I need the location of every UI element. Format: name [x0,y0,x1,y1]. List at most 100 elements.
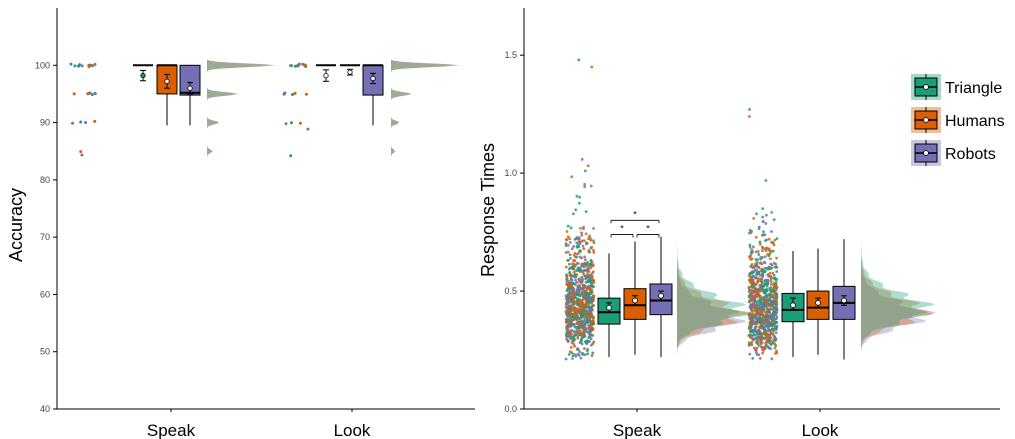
rt-data-point [747,313,751,317]
rt-data-point [765,266,769,270]
rt-data-point [764,304,768,308]
rt-data-point [772,243,776,247]
rt-data-point [591,264,595,268]
rt-data-point [578,268,581,272]
rt-data-point [755,322,759,326]
rt-data-point [769,282,773,286]
rt-mean [658,292,664,299]
rt-data-point [580,286,584,290]
rt-data-point [756,249,760,253]
rt-data-point [755,212,758,216]
rt-data-point [760,277,764,281]
rt-data-point [773,335,777,339]
rt-data-point [573,344,577,348]
category-label-speak-left: Speak [147,421,196,439]
rt-data-point [758,337,762,341]
rt-data-point [566,243,570,247]
rt-data-point [754,289,758,293]
rt-data-point [573,259,577,263]
rt-data-point [574,309,578,313]
rt-data-point [577,201,581,205]
rt-data-point [749,329,753,333]
rt-data-point [588,318,592,321]
rt-data-point [770,241,774,244]
rt-data-point [589,284,593,288]
rt-data-point [758,240,762,244]
accuracy-data-point [293,91,297,95]
rt-data-point [569,304,573,308]
rt-data-point [576,336,580,340]
rt-data-point [565,334,568,338]
rt-data-point [758,284,762,287]
rt-data-point [757,266,761,269]
rt-data-point [583,284,587,288]
rt-data-point [574,307,578,310]
rt-data-point [579,337,583,341]
rt-mean [606,304,612,311]
accuracy-data-point [73,64,77,68]
rt-data-point [749,280,753,284]
rt-data-point [583,334,587,338]
rt-data-point [763,328,767,332]
rt-data-point [774,321,778,325]
accuracy-mean [140,72,146,79]
rt-data-point [579,281,583,285]
rt-data-point [767,321,771,325]
rt-data-point [747,286,751,290]
rt-data-point [755,331,759,335]
rt-data-point [756,299,760,303]
rt-data-point [577,310,581,314]
rt-mean [841,297,847,304]
rt-data-point [578,288,581,292]
rt-data-point [763,266,767,270]
rt-data-point [748,243,752,247]
rt-data-point [584,210,588,214]
rt-data-point [755,261,759,264]
rt-data-point [589,262,593,265]
accuracy-density [391,59,461,163]
rt-data-point [766,326,770,329]
rt-data-point [565,275,569,279]
rt-data-point [592,251,596,254]
rt-data-point [574,354,578,358]
rt-data-point [590,301,594,305]
rt-data-point [773,285,776,289]
rt-data-point [589,266,593,270]
accuracy-data-point [93,62,97,66]
rt-data-point [748,299,752,303]
rt-data-point [761,281,764,284]
rt-data-point [588,299,591,303]
rt-data-point [760,249,764,253]
rt-data-point [768,308,772,311]
rt-data-point [774,352,778,355]
rt-data-point [589,280,593,284]
rt-data-point [586,312,589,316]
rt-data-point [771,331,774,335]
rt-density [861,109,936,360]
rt-data-point [774,305,777,309]
rt-data-point [575,273,579,277]
rt-data-point [583,169,587,173]
rt-data-point [582,332,586,336]
rt-data-point [757,253,761,256]
rt-data-point [569,345,573,349]
accuracy-data-point [79,120,83,124]
rt-data-point [590,354,594,358]
rt-data-point [582,322,586,326]
rt-data-point [761,230,765,234]
rt-data-point [586,352,590,356]
rt-data-point [565,289,569,293]
significance-label: * [646,223,650,233]
rt-data-point [754,295,758,298]
rt-data-point [761,207,765,211]
rt-data-point [591,304,595,308]
rt-data-point [756,277,759,280]
rt-data-point [765,308,769,312]
rt-data-point [587,275,591,278]
category-label-look-left: Look [334,421,371,439]
rt-data-point [753,308,756,312]
accuracy-density [207,59,271,163]
rt-ytick-label: 0.0 [504,404,517,414]
rt-data-point [749,334,753,338]
